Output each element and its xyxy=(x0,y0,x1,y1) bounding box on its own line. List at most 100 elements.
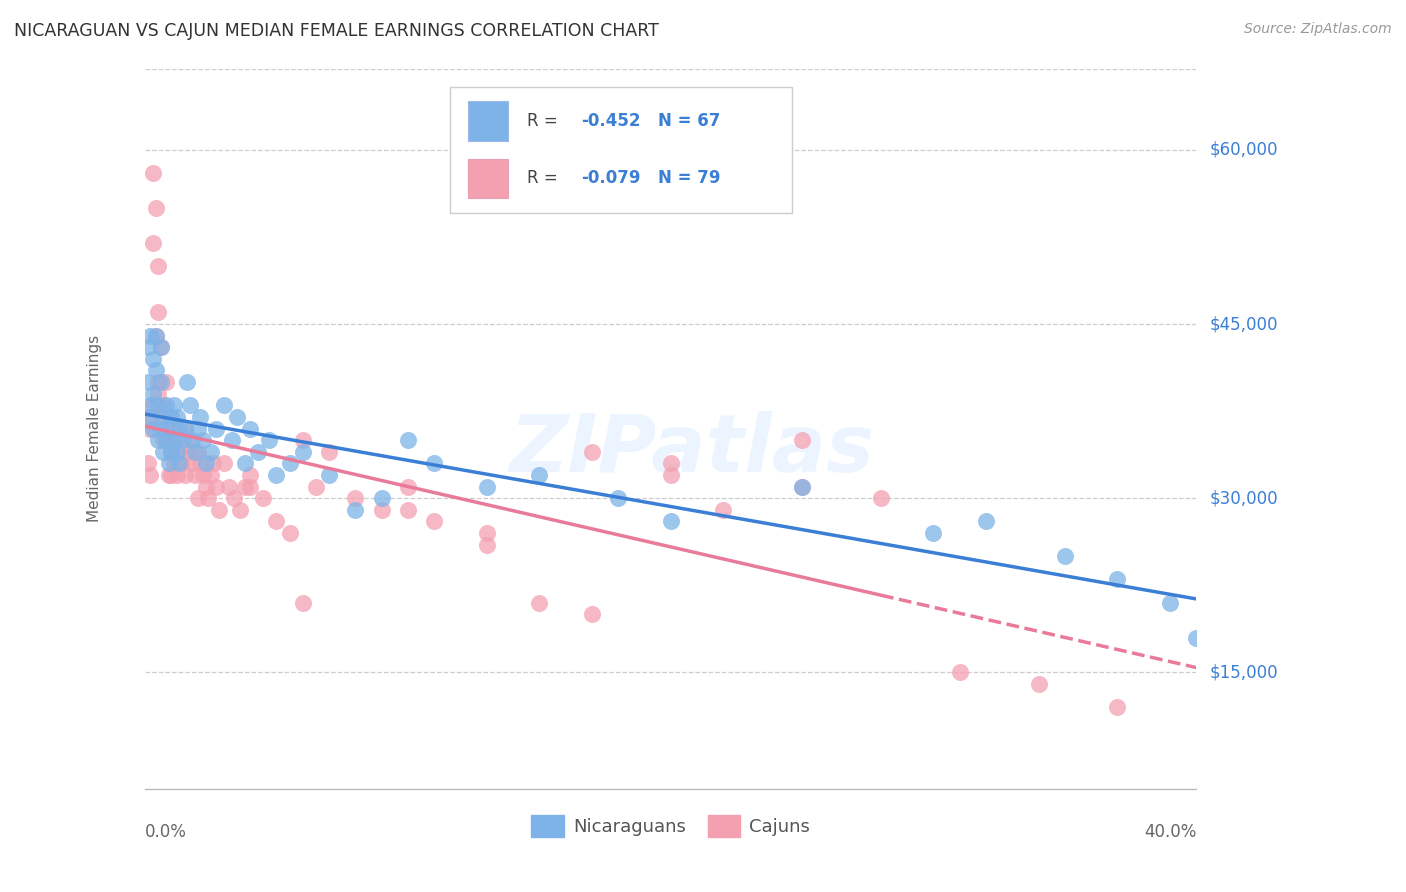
Point xyxy=(187,491,209,506)
Point xyxy=(1028,677,1050,691)
Point xyxy=(173,467,195,482)
Point xyxy=(179,444,201,458)
Point xyxy=(145,328,167,343)
Point xyxy=(152,409,174,424)
Point xyxy=(152,444,174,458)
Point xyxy=(233,456,256,470)
Point xyxy=(160,409,183,424)
Point xyxy=(318,467,340,482)
Point xyxy=(160,444,183,458)
Point xyxy=(228,503,250,517)
Point xyxy=(607,491,630,506)
Point xyxy=(475,526,498,541)
Point xyxy=(152,398,174,412)
Point xyxy=(149,375,172,389)
Point xyxy=(221,433,243,447)
Point xyxy=(200,467,222,482)
Point xyxy=(581,607,603,622)
Point xyxy=(136,340,159,354)
Point xyxy=(226,409,249,424)
Point xyxy=(974,515,997,529)
Point xyxy=(148,398,170,412)
Point xyxy=(136,375,159,389)
Point xyxy=(149,409,172,424)
Point xyxy=(166,409,188,424)
Point xyxy=(157,467,180,482)
Point xyxy=(166,467,188,482)
Point xyxy=(173,421,195,435)
Point xyxy=(184,444,207,458)
Point xyxy=(155,398,177,412)
Point xyxy=(370,491,392,506)
Point xyxy=(157,456,180,470)
Text: $15,000: $15,000 xyxy=(1209,664,1278,681)
FancyBboxPatch shape xyxy=(468,159,508,198)
Point xyxy=(305,480,328,494)
Point xyxy=(423,456,446,470)
Point xyxy=(291,433,314,447)
Point xyxy=(233,480,256,494)
Point xyxy=(139,409,162,424)
Point xyxy=(169,421,191,435)
Point xyxy=(142,351,165,366)
Point xyxy=(200,444,222,458)
Point xyxy=(291,444,314,458)
Point xyxy=(170,456,193,470)
Text: $60,000: $60,000 xyxy=(1209,141,1278,159)
Point xyxy=(160,467,183,482)
Point xyxy=(529,467,551,482)
Point xyxy=(160,409,183,424)
Point xyxy=(163,433,186,447)
Point xyxy=(922,526,945,541)
Point xyxy=(318,444,340,458)
Point xyxy=(191,433,214,447)
Text: $45,000: $45,000 xyxy=(1209,315,1278,333)
Legend: Nicaraguans, Cajuns: Nicaraguans, Cajuns xyxy=(524,808,817,845)
Point xyxy=(396,480,419,494)
Point xyxy=(197,491,219,506)
Point xyxy=(160,444,183,458)
Point xyxy=(142,166,165,180)
Point xyxy=(266,467,288,482)
Point xyxy=(1107,573,1129,587)
Point xyxy=(166,444,188,458)
Point xyxy=(870,491,893,506)
Point xyxy=(790,433,813,447)
Point xyxy=(136,409,159,424)
Point xyxy=(475,480,498,494)
Point xyxy=(173,421,195,435)
Point xyxy=(163,421,186,435)
Point xyxy=(205,421,228,435)
Point xyxy=(148,386,170,401)
Point xyxy=(257,433,280,447)
Point xyxy=(208,503,231,517)
Point xyxy=(659,515,682,529)
Text: Median Female Earnings: Median Female Earnings xyxy=(87,335,103,522)
Point xyxy=(278,456,301,470)
Point xyxy=(396,433,419,447)
Point xyxy=(1159,596,1181,610)
Text: Source: ZipAtlas.com: Source: ZipAtlas.com xyxy=(1244,22,1392,37)
Point xyxy=(188,456,211,470)
Point xyxy=(181,433,204,447)
Point xyxy=(344,503,367,517)
Point xyxy=(252,491,274,506)
Point xyxy=(176,375,198,389)
Point xyxy=(148,375,170,389)
Point xyxy=(149,421,172,435)
Point xyxy=(163,456,186,470)
Point xyxy=(136,456,159,470)
Point xyxy=(163,398,186,412)
Point xyxy=(396,503,419,517)
Point xyxy=(176,433,198,447)
Point xyxy=(291,596,314,610)
Point xyxy=(157,433,180,447)
Point xyxy=(166,433,188,447)
Text: -0.079: -0.079 xyxy=(581,169,641,187)
Point xyxy=(149,340,172,354)
Point xyxy=(145,201,167,215)
Point xyxy=(191,467,214,482)
Point xyxy=(278,526,301,541)
Point xyxy=(212,456,235,470)
Point xyxy=(475,538,498,552)
